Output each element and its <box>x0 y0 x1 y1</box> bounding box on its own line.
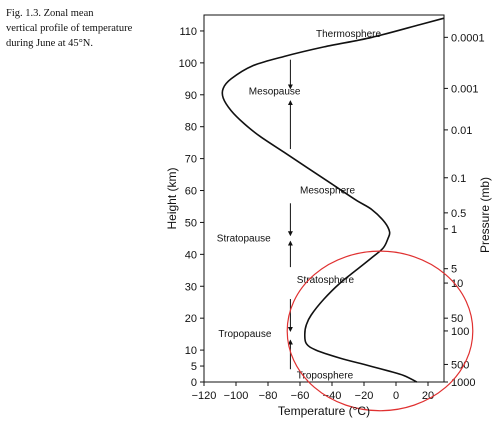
layer-label: Mesosphere <box>300 186 355 197</box>
x-tick-label: 20 <box>422 390 434 402</box>
y-tick-label: 70 <box>185 154 197 166</box>
pressure-tick-label: 0.01 <box>451 125 472 137</box>
y-tick-label: 60 <box>185 186 197 198</box>
y-tick-label: 100 <box>179 58 197 70</box>
y-tick-label: 20 <box>185 313 197 325</box>
x-axis-title: Temperature (°C) <box>278 404 370 418</box>
layer-label: Troposphere <box>297 371 354 382</box>
x-tick-label: −120 <box>192 390 217 402</box>
y-tick-label: 30 <box>185 281 197 293</box>
layer-label: Mesopause <box>249 87 301 98</box>
pressure-tick-label: 10 <box>451 278 463 290</box>
pressure-tick-label: 500 <box>451 359 469 371</box>
y-axis-title: Height (km) <box>165 167 179 229</box>
pressure-tick-label: 100 <box>451 326 469 338</box>
y-tick-label: 0 <box>191 377 197 389</box>
x-tick-label: −40 <box>323 390 342 402</box>
pressure-tick-label: 1000 <box>451 377 475 389</box>
plot-frame <box>203 14 445 383</box>
right-axis-title: Pressure (mb) <box>478 177 492 253</box>
highlight-ellipse <box>286 250 474 412</box>
pressure-tick-label: 1 <box>451 224 457 236</box>
pressure-tick-label: 5 <box>451 264 457 276</box>
pressure-tick-label: 50 <box>451 313 463 325</box>
x-tick-label: −60 <box>291 390 310 402</box>
x-tick-label: 0 <box>393 390 399 402</box>
layer-label: Stratopause <box>217 233 271 244</box>
y-tick-label: 90 <box>185 90 197 102</box>
caption-line: vertical profile of temperature <box>6 23 133 34</box>
x-tick-label: −100 <box>224 390 249 402</box>
layer-label: Stratosphere <box>297 275 355 286</box>
pressure-tick-label: 0.0001 <box>451 32 485 44</box>
x-tick-label: −20 <box>355 390 374 402</box>
y-tick-label: 5 <box>191 361 197 373</box>
y-tick-label: 110 <box>179 26 197 38</box>
y-tick-label: 80 <box>185 122 197 134</box>
caption-line: during June at 45°N. <box>6 38 94 49</box>
pressure-tick-label: 0.5 <box>451 208 466 220</box>
y-tick-label: 40 <box>185 249 197 261</box>
layer-label: Tropopause <box>218 329 271 340</box>
x-tick-label: −80 <box>259 390 278 402</box>
temperature-curve <box>221 17 445 383</box>
pressure-tick-label: 0.1 <box>451 173 466 185</box>
y-tick-label: 50 <box>185 217 197 229</box>
y-tick-label: 10 <box>185 345 197 357</box>
pressure-tick-label: 0.001 <box>451 83 479 95</box>
figure-caption: Fig. 1.3. Zonal mean vertical profile of… <box>6 6 156 51</box>
caption-line: Fig. 1.3. Zonal mean <box>6 8 94 19</box>
layer-label: Thermosphere <box>316 29 381 40</box>
